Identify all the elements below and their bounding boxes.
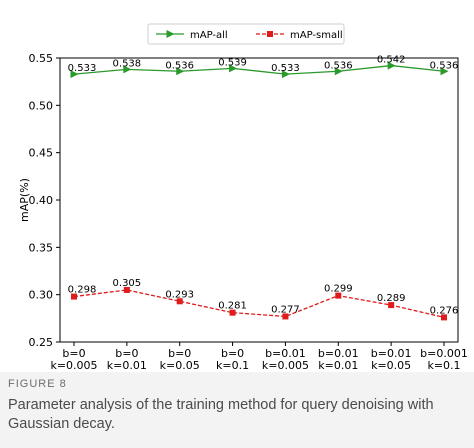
- data-point-mAP-all: [281, 70, 290, 79]
- data-label: 0.289: [377, 293, 406, 304]
- data-label: 0.536: [324, 60, 353, 71]
- legend-marker-mAP-small: [267, 31, 273, 37]
- figure-caption: Parameter analysis of the training metho…: [8, 397, 434, 432]
- data-point-mAP-small: [388, 302, 395, 309]
- data-label: 0.538: [113, 58, 142, 69]
- data-point-mAP-all: [123, 65, 132, 74]
- y-tick-label: 0.35: [29, 241, 54, 254]
- data-point-mAP-all: [387, 61, 396, 70]
- y-tick-label: 0.45: [29, 147, 54, 160]
- data-point-mAP-small: [335, 292, 342, 299]
- data-point-mAP-all: [70, 70, 79, 79]
- x-tick-label: k=0.01: [318, 359, 358, 372]
- x-tick-label: k=0.1: [216, 359, 249, 372]
- data-label: 0.542: [377, 55, 406, 66]
- data-label: 0.298: [68, 285, 97, 296]
- data-point-mAP-small: [176, 298, 183, 305]
- x-tick-label: b=0: [62, 347, 85, 360]
- data-label: 0.277: [271, 304, 300, 315]
- data-label: 0.276: [430, 305, 459, 316]
- x-tick-label: k=0.1: [427, 359, 460, 372]
- legend-marker-mAP-all: [166, 30, 175, 38]
- data-point-mAP-small: [229, 309, 236, 316]
- legend-box: [147, 23, 345, 45]
- x-tick-label: b=0: [168, 347, 191, 360]
- x-tick-label: k=0.005: [262, 359, 309, 372]
- data-label: 0.305: [113, 278, 142, 289]
- plot-background: [0, 0, 474, 372]
- data-label: 0.533: [271, 63, 300, 74]
- data-label: 0.293: [165, 289, 194, 300]
- data-point-mAP-small: [123, 286, 130, 293]
- legend-label-mAP-all: mAP-all: [190, 30, 228, 41]
- data-point-mAP-all: [176, 67, 185, 76]
- x-tick-label: b=0.01: [371, 347, 412, 360]
- series-line-mAP-small: [73, 289, 445, 319]
- x-tick-label: b=0: [115, 347, 138, 360]
- x-tick-label: k=0.05: [371, 359, 411, 372]
- y-tick-label: 0.25: [29, 336, 54, 349]
- data-label: 0.299: [324, 284, 353, 295]
- figure-label: FIGURE 8: [8, 378, 67, 390]
- y-axis-label: mAP(%): [18, 178, 31, 222]
- data-label: 0.533: [68, 63, 97, 74]
- data-point-mAP-all: [440, 67, 449, 76]
- data-point-mAP-small: [282, 313, 289, 320]
- x-tick-label: b=0.01: [265, 347, 306, 360]
- y-tick-label: 0.55: [29, 52, 54, 65]
- x-tick-label: k=0.05: [160, 359, 200, 372]
- legend-label-mAP-small: mAP-small: [290, 30, 343, 41]
- y-tick-label: 0.40: [29, 194, 54, 207]
- y-tick-label: 0.50: [29, 99, 54, 112]
- x-tick-label: b=0.001: [420, 347, 468, 360]
- data-label: 0.536: [430, 60, 459, 71]
- data-label: 0.281: [218, 301, 247, 312]
- data-point-mAP-all: [334, 67, 343, 76]
- x-tick-label: b=0.01: [318, 347, 359, 360]
- x-tick-label: b=0: [221, 347, 244, 360]
- data-label: 0.536: [165, 60, 194, 71]
- x-tick-label: k=0.005: [50, 359, 97, 372]
- x-tick-label: k=0.01: [107, 359, 147, 372]
- y-tick-label: 0.30: [29, 289, 54, 302]
- data-point-mAP-small: [71, 293, 77, 300]
- series-line-mAP-all: [73, 64, 445, 75]
- data-point-mAP-all: [229, 64, 238, 73]
- data-point-mAP-small: [441, 314, 447, 321]
- data-label: 0.539: [218, 57, 247, 68]
